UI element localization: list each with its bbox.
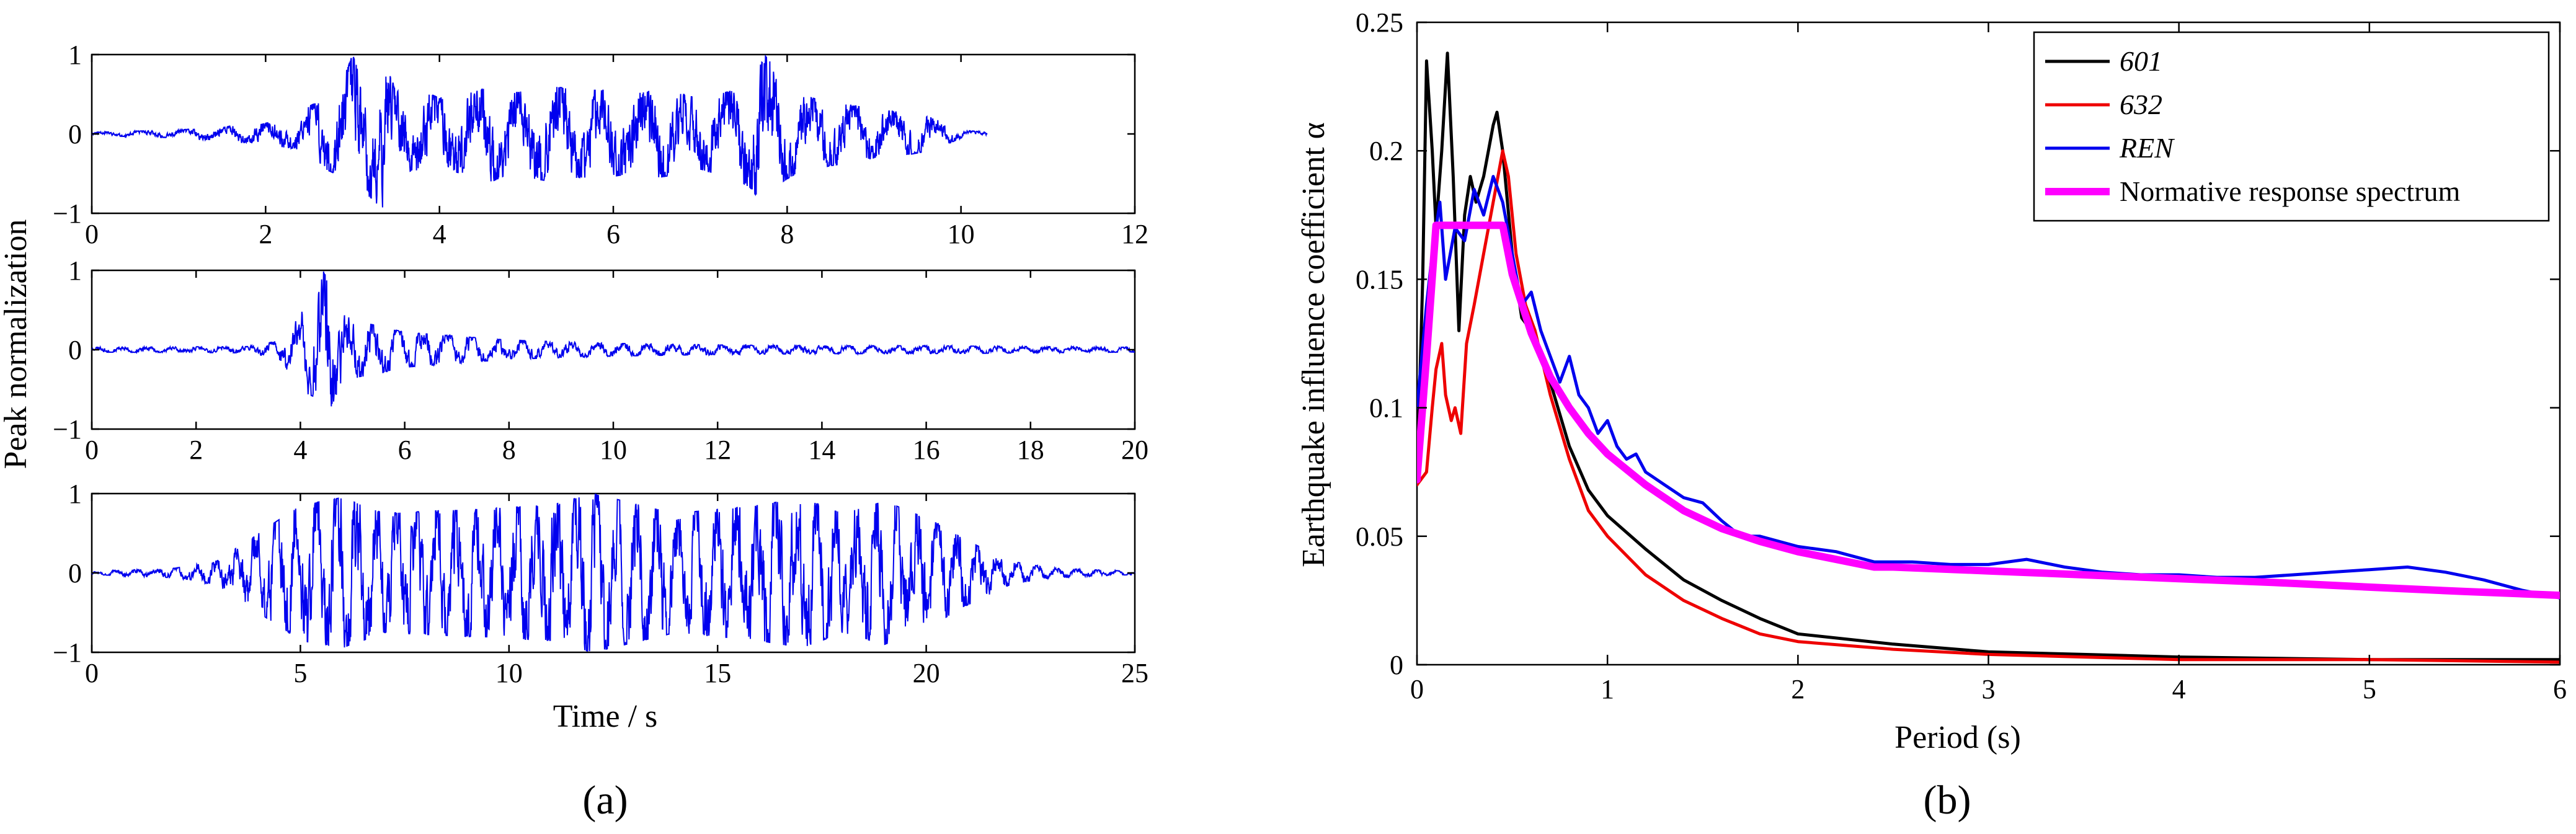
y-tick-label: 0 bbox=[1390, 650, 1403, 680]
y-tick-label: 0.25 bbox=[1356, 7, 1403, 38]
x-tick-label: 2 bbox=[259, 219, 272, 249]
legend-label: 601 bbox=[2120, 45, 2162, 77]
x-tick-label: 4 bbox=[293, 435, 307, 465]
x-tick-label: 2 bbox=[189, 435, 203, 465]
x-tick-label: 10 bbox=[600, 435, 627, 465]
y-tick-label: 0.15 bbox=[1356, 264, 1403, 295]
series-line-normative-response-spectrum bbox=[1417, 221, 2560, 600]
response-spectrum-chart: 0 1 2 3 4 5 6 0 0.05 0.1 0.15 0.2 0.25 601 632 REN Norma… bbox=[1356, 7, 2567, 704]
x-tick-label: 4 bbox=[2172, 674, 2186, 704]
y-tick-label: −1 bbox=[53, 198, 82, 229]
x-tick-label: 18 bbox=[1017, 435, 1044, 465]
waveform-chart-3: 0 5 10 15 20 25−101 bbox=[53, 479, 1148, 688]
legend-label: Normative response spectrum bbox=[2120, 175, 2461, 207]
x-tick-label: 5 bbox=[2363, 674, 2376, 704]
y-tick-label: 0 bbox=[68, 119, 82, 149]
panel-a-xlabel: Time / s bbox=[553, 699, 658, 734]
x-tick-label: 0 bbox=[85, 219, 99, 249]
panel-a-ylabel: Peak normalization bbox=[0, 220, 33, 469]
series-group bbox=[1417, 51, 2560, 664]
y-tick-label: 0.1 bbox=[1369, 393, 1403, 424]
y-tick-label: 0.2 bbox=[1369, 136, 1403, 166]
panel-b-response-spectrum: 0 1 2 3 4 5 6 0 0.05 0.1 0.15 0.2 0.25 601 632 REN Norma… bbox=[1296, 7, 2567, 823]
y-tick-label: 0 bbox=[68, 335, 82, 365]
axes-box bbox=[91, 53, 1136, 215]
x-tick-label: 10 bbox=[948, 219, 975, 249]
y-tick-label: 1 bbox=[68, 255, 82, 286]
x-tick-label: 15 bbox=[704, 658, 731, 688]
panel-a-waveforms: 0 2 4 6 8 10 12−101 0 2 4 6 8 10 12 14 16 18 20−101 0 5 10… bbox=[0, 40, 1148, 823]
x-tick-label: 0 bbox=[85, 658, 99, 688]
x-tick-label: 3 bbox=[1982, 674, 1996, 704]
x-tick-label: 6 bbox=[606, 219, 620, 249]
x-tick-label: 12 bbox=[1121, 219, 1148, 249]
waveform-chart-1: 0 2 4 6 8 10 12−101 bbox=[53, 40, 1148, 249]
x-tick-label: 1 bbox=[1601, 674, 1614, 704]
x-tick-label: 6 bbox=[2553, 674, 2567, 704]
x-tick-label: 2 bbox=[1791, 674, 1805, 704]
y-tick-label: 0 bbox=[68, 558, 82, 588]
panel-b-xlabel: Period (s) bbox=[1894, 720, 2021, 755]
panel-b-caption: (b) bbox=[1924, 778, 1971, 823]
panel-a-caption: (a) bbox=[582, 778, 628, 823]
waveform-line bbox=[91, 271, 1135, 407]
legend-label: REN bbox=[2119, 132, 2175, 164]
x-tick-label: 0 bbox=[85, 435, 99, 465]
panel-b-ylabel: Earthquake influence coefficient α bbox=[1296, 122, 1331, 567]
y-tick-label: 0.05 bbox=[1356, 521, 1403, 552]
y-tick-label: −1 bbox=[53, 637, 82, 668]
x-tick-label: 12 bbox=[704, 435, 731, 465]
legend-label: 632 bbox=[2120, 89, 2162, 120]
waveform-line bbox=[91, 55, 988, 208]
x-tick-label: 8 bbox=[502, 435, 516, 465]
legend-box bbox=[2033, 31, 2550, 222]
axes-box bbox=[91, 492, 1136, 654]
x-tick-label: 8 bbox=[780, 219, 794, 249]
x-tick-label: 20 bbox=[1121, 435, 1148, 465]
x-tick-label: 6 bbox=[398, 435, 412, 465]
waveform-chart-2: 0 2 4 6 8 10 12 14 16 18 20−101 bbox=[53, 255, 1148, 465]
x-tick-label: 14 bbox=[808, 435, 835, 465]
legend: 601 632 REN Normative response spectrum bbox=[2033, 31, 2550, 222]
y-tick-label: −1 bbox=[53, 414, 82, 445]
x-tick-label: 25 bbox=[1121, 658, 1148, 688]
x-tick-label: 5 bbox=[293, 658, 307, 688]
y-tick-label: 1 bbox=[68, 40, 82, 70]
waveform-line bbox=[91, 493, 1135, 652]
x-tick-label: 0 bbox=[1410, 674, 1424, 704]
x-tick-label: 16 bbox=[913, 435, 940, 465]
y-tick-label: 1 bbox=[68, 479, 82, 509]
x-tick-label: 10 bbox=[495, 658, 523, 688]
x-tick-label: 4 bbox=[433, 219, 446, 249]
x-tick-label: 20 bbox=[913, 658, 940, 688]
